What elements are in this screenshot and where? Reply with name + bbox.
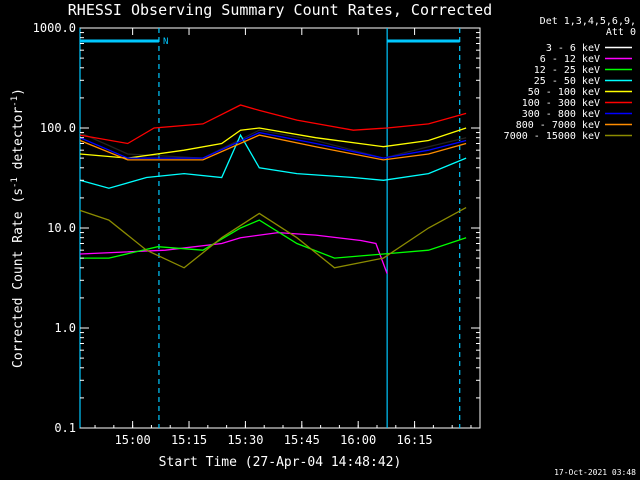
x-tick-label-3: 15:45 <box>284 433 320 447</box>
y-tick-label-1: 100.0 <box>40 121 76 135</box>
legend-label-0: 3 - 6 keV <box>546 43 600 54</box>
y-axis-label-end: ) <box>11 88 26 96</box>
series-line-6 <box>79 131 467 159</box>
x-tick-label-0: 15:00 <box>115 433 151 447</box>
series-line-0 <box>79 129 467 159</box>
legend-label-5: 100 - 300 keV <box>522 98 600 109</box>
night-marker-label: N <box>163 37 168 47</box>
y-axis-label-mid: detector <box>11 107 26 178</box>
series-group <box>79 104 467 274</box>
series-line-5 <box>79 104 467 145</box>
legend-header-0: Det 1,3,4,5,6,9, <box>540 16 636 27</box>
legend-label-8: 7000 - 15000 keV <box>504 131 600 142</box>
legend-label-2: 12 - 25 keV <box>534 65 600 76</box>
legend-label-7: 800 - 7000 keV <box>516 120 600 131</box>
legend-label-4: 50 - 100 keV <box>528 87 600 98</box>
x-axis: 15:00 15:15 15:30 15:45 16:00 16:15 <box>94 28 472 447</box>
x-axis-label: Start Time (27-Apr-04 14:48:42) <box>159 455 402 470</box>
y-axis-label-main: Corrected Count Rate (s <box>11 188 26 368</box>
series-line-7 <box>79 134 467 161</box>
x-tick-label-5: 16:15 <box>397 433 433 447</box>
y-tick-label-0: 1000.0 <box>33 21 76 35</box>
legend-label-6: 300 - 800 keV <box>522 109 600 120</box>
x-tick-label-2: 15:30 <box>227 433 263 447</box>
series-line-8 <box>79 207 467 269</box>
series-line-3 <box>79 133 467 189</box>
x-tick-label-4: 16:00 <box>340 433 376 447</box>
y-axis-label: Corrected Count Rate (s-1 detector-1) <box>10 88 26 368</box>
y-axis: 1000.0 100.0 10.0 1.0 0.1 <box>33 21 480 435</box>
night-bars: N <box>80 37 460 47</box>
series-line-4 <box>79 127 467 159</box>
y-axis-label-sup2: -1 <box>10 96 20 107</box>
y-tick-label-2: 10.0 <box>47 221 76 235</box>
y-tick-label-3: 1.0 <box>54 321 76 335</box>
x-tick-label-1: 15:15 <box>171 433 207 447</box>
legend-header-1: Att 0 <box>606 27 636 38</box>
series-line-1 <box>79 231 388 274</box>
y-tick-label-4: 0.1 <box>54 421 76 435</box>
chart-title: RHESSI Observing Summary Count Rates, Co… <box>68 1 492 19</box>
y-axis-label-sup1: -1 <box>10 177 20 188</box>
timestamp: 17-Oct-2021 03:48 <box>554 468 636 477</box>
series-line-2 <box>80 219 467 259</box>
legend-label-1: 6 - 12 keV <box>540 54 600 65</box>
legend-label-3: 25 - 50 keV <box>534 76 600 87</box>
